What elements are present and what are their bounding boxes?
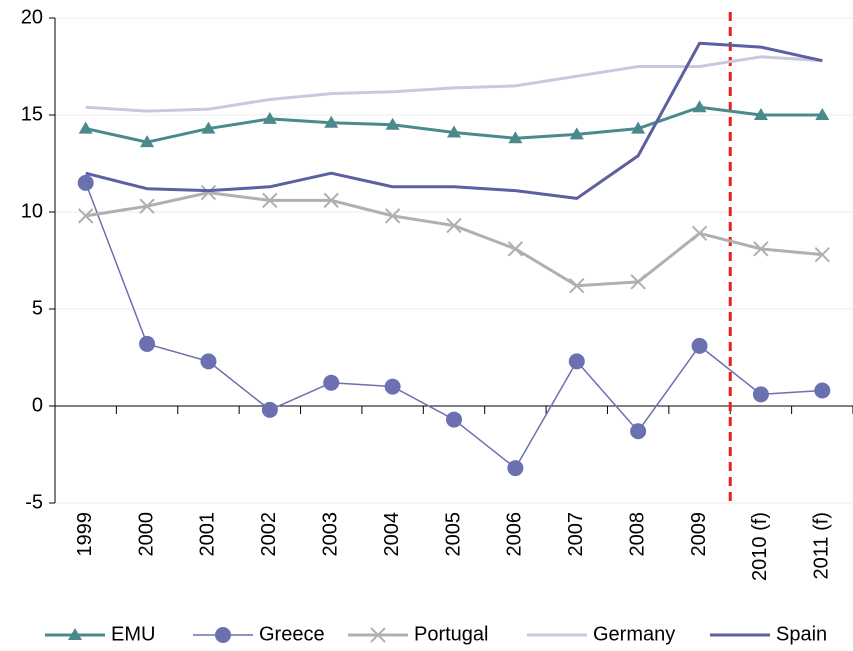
marker: [77, 174, 94, 191]
x-tick-label: 1999: [74, 512, 96, 557]
marker: [384, 208, 401, 224]
legend-label: Spain: [776, 623, 827, 645]
marker: [370, 627, 386, 643]
x-tick-label: 2011 (f): [811, 512, 833, 579]
x-tick-label: 2003: [320, 512, 342, 557]
marker: [507, 460, 524, 477]
marker: [385, 117, 400, 130]
y-tick-label: 15: [21, 103, 43, 125]
marker: [200, 184, 217, 201]
marker: [568, 353, 585, 370]
legend-item: Germany: [527, 623, 675, 645]
marker: [691, 337, 708, 354]
y-tick-label: 10: [21, 200, 43, 222]
x-tick-label: 2008: [626, 512, 648, 557]
legend-label: Portugal: [414, 623, 489, 645]
marker: [508, 131, 523, 144]
marker: [323, 192, 339, 209]
legend-item: Greece: [193, 623, 325, 645]
marker: [323, 374, 340, 391]
marker: [261, 401, 278, 418]
x-tick-label: 2005: [442, 512, 464, 557]
marker: [569, 127, 584, 140]
marker: [68, 628, 82, 640]
marker: [139, 335, 156, 352]
marker: [140, 135, 155, 148]
legend-label: Germany: [593, 623, 675, 645]
marker: [201, 121, 216, 134]
y-tick-label: -5: [25, 491, 43, 513]
x-tick-label: 2007: [565, 512, 587, 557]
marker: [262, 111, 277, 124]
marker: [384, 378, 401, 395]
legend-item: Spain: [710, 623, 827, 645]
marker: [78, 121, 93, 134]
marker: [814, 382, 831, 399]
x-tick-label: 2000: [135, 512, 157, 557]
marker: [446, 217, 462, 234]
marker: [446, 411, 462, 428]
marker: [215, 627, 231, 643]
series-line: [85, 55, 823, 113]
marker: [692, 100, 707, 113]
marker: [324, 115, 339, 128]
y-tick-label: 5: [32, 297, 43, 319]
marker: [631, 121, 646, 134]
marker: [447, 125, 461, 138]
legend-item: EMU: [45, 623, 155, 645]
legend-label: EMU: [111, 623, 155, 645]
marker: [200, 353, 217, 370]
marker: [262, 192, 278, 209]
marker: [77, 208, 94, 224]
x-tick-label: 2004: [381, 512, 403, 557]
marker: [630, 274, 646, 290]
marker: [691, 225, 708, 242]
y-tick-label: 0: [32, 394, 43, 416]
legend-item: Portugal: [348, 623, 489, 645]
series-line: [85, 191, 823, 288]
legend-label: Greece: [259, 623, 325, 645]
marker: [569, 278, 585, 294]
x-tick-label: 2009: [688, 512, 710, 557]
x-tick-label: 2010 (f): [749, 512, 771, 581]
x-tick-label: 2002: [258, 512, 280, 557]
y-tick-label: 20: [21, 6, 43, 28]
marker: [507, 241, 524, 257]
marker: [753, 108, 768, 120]
marker: [139, 198, 155, 214]
marker: [752, 386, 769, 403]
series-line: [85, 41, 823, 200]
x-tick-label: 2006: [504, 512, 526, 557]
marker: [753, 241, 769, 257]
marker: [814, 246, 831, 263]
x-tick-label: 2001: [197, 512, 219, 557]
marker: [815, 108, 830, 120]
marker: [630, 423, 647, 440]
